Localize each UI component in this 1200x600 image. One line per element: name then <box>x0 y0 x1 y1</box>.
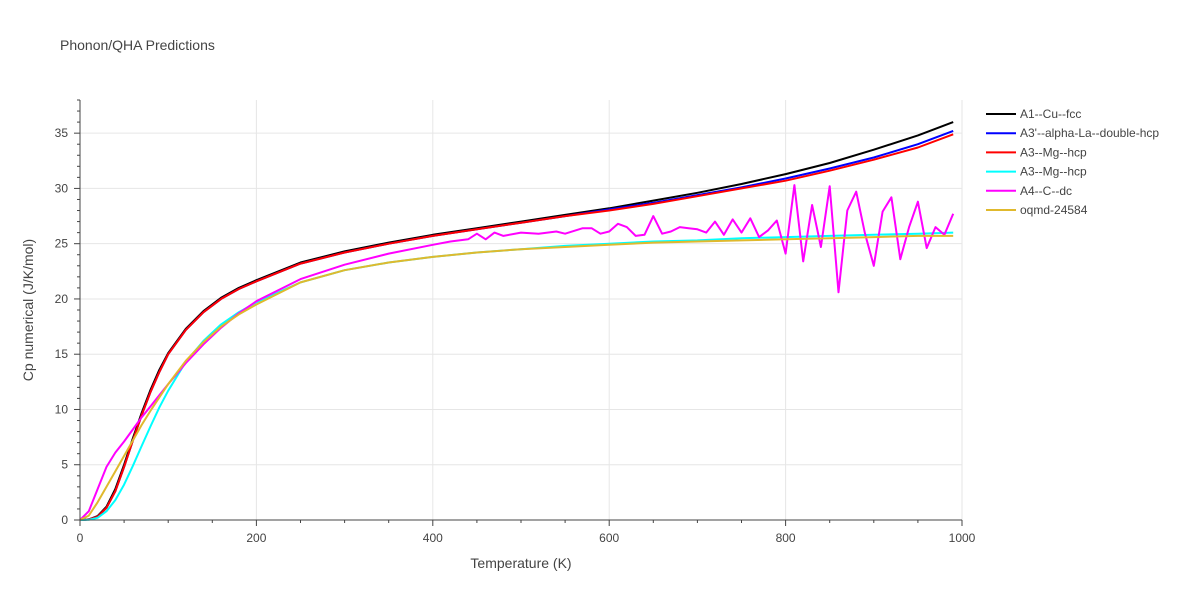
legend-item[interactable]: A3--Mg--hcp <box>986 145 1087 159</box>
y-tick-label: 0 <box>61 513 68 527</box>
legend-item[interactable]: A3--Mg--hcp <box>986 165 1087 179</box>
legend-item[interactable]: oqmd-24584 <box>986 203 1088 217</box>
series-line-5[interactable] <box>79 184 955 521</box>
legend-label: A3'--alpha-La--double-hcp <box>1020 126 1159 140</box>
plot-area <box>79 121 955 521</box>
gridlines <box>80 100 963 520</box>
series-line-6[interactable] <box>79 234 954 521</box>
legend[interactable]: A1--Cu--fcc A3'--alpha-La--double-hcp A3--… <box>986 107 1159 217</box>
y-axis-title: Cp numerical (J/K/mol) <box>20 239 36 381</box>
x-axis-title: Temperature (K) <box>470 555 571 571</box>
y-tick-label: 35 <box>55 126 69 140</box>
axes: 0 200 400 600 800 1000 0 5 10 15 20 25 30 35 <box>55 99 976 545</box>
series-line-3[interactable] <box>79 133 954 521</box>
series-line-2[interactable] <box>79 129 954 521</box>
legend-item[interactable]: A1--Cu--fcc <box>986 107 1081 121</box>
series-line-1[interactable] <box>79 121 954 521</box>
y-tick-label: 15 <box>55 347 69 361</box>
legend-label: A3--Mg--hcp <box>1020 165 1087 179</box>
legend-label: A3--Mg--hcp <box>1020 145 1087 159</box>
legend-item[interactable]: A4--C--dc <box>986 184 1072 198</box>
legend-label: A1--Cu--fcc <box>1020 107 1081 121</box>
y-tick-label: 10 <box>55 402 69 416</box>
x-tick-label: 400 <box>423 531 443 545</box>
series-line-4[interactable] <box>79 231 954 521</box>
legend-label: oqmd-24584 <box>1020 203 1088 217</box>
y-tick-label: 20 <box>55 292 69 306</box>
chart-title: Phonon/QHA Predictions <box>60 37 215 53</box>
legend-label: A4--C--dc <box>1020 184 1072 198</box>
legend-item[interactable]: A3'--alpha-La--double-hcp <box>986 126 1159 140</box>
x-tick-label: 800 <box>776 531 796 545</box>
x-tick-label: 1000 <box>949 531 976 545</box>
y-tick-label: 5 <box>61 458 68 472</box>
x-tick-label: 0 <box>77 531 84 545</box>
x-tick-label: 200 <box>246 531 266 545</box>
y-tick-label: 30 <box>55 181 69 195</box>
x-tick-label: 600 <box>599 531 619 545</box>
y-tick-label: 25 <box>55 237 69 251</box>
